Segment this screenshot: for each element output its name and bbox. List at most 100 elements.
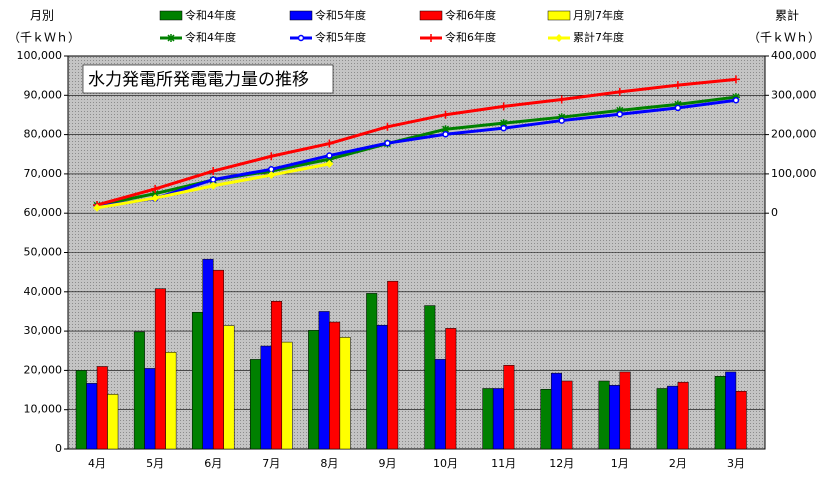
bar <box>212 269 224 450</box>
y-tick-label: 100,000 <box>17 49 63 62</box>
x-tick-label: 3月 <box>727 457 745 470</box>
point-marker <box>209 176 217 183</box>
bar <box>86 383 98 450</box>
bar <box>656 388 668 450</box>
legend-swatch <box>289 10 313 21</box>
legend-swatch <box>419 10 443 21</box>
marker-shape <box>732 96 740 104</box>
y2-tick-label: 300,000 <box>771 88 817 101</box>
x-tick-label: 12月 <box>549 457 574 470</box>
point-marker <box>325 155 334 164</box>
marker-shape <box>557 95 566 104</box>
y-tick-label: 0 <box>55 442 62 455</box>
x-tick-label: 1月 <box>611 457 629 470</box>
marker-shape <box>558 117 565 124</box>
legend-marker <box>297 34 305 42</box>
marker-shape <box>616 110 624 118</box>
x-tick-label: 6月 <box>204 457 222 470</box>
marker-shape <box>499 102 508 111</box>
y-tick-label: 70,000 <box>24 167 63 180</box>
legend-label: 令和6年度 <box>445 8 496 22</box>
y2-tick-label: 200,000 <box>771 128 817 141</box>
x-tick-label: 9月 <box>378 457 396 470</box>
marker-shape <box>151 184 160 193</box>
marker-shape <box>673 100 682 109</box>
marker-shape <box>731 75 740 84</box>
bar <box>503 365 515 450</box>
point-marker <box>616 110 624 118</box>
y2-tick-label: 400,000 <box>771 49 817 62</box>
y2-axis-unit: （千ｋＷｈ） <box>748 31 820 45</box>
legend-marker <box>167 34 175 42</box>
point-marker <box>383 122 392 131</box>
y-tick-label: 80,000 <box>24 128 63 141</box>
x-tick-label: 5月 <box>146 457 164 470</box>
y2-axis-label: 累計 <box>775 8 799 23</box>
y-tick-label: 40,000 <box>24 285 63 298</box>
bar <box>329 321 341 450</box>
bar <box>550 372 562 450</box>
legend-label: 月別7年度 <box>573 8 624 22</box>
marker-shape <box>209 167 218 176</box>
line <box>96 77 737 207</box>
y2-tick-label: 100,000 <box>771 167 817 180</box>
y-tick-label: 30,000 <box>24 324 63 337</box>
marker-shape <box>167 34 175 42</box>
legend-label: 累計7年度 <box>573 30 624 44</box>
marker-shape <box>267 152 276 161</box>
bar <box>445 328 457 450</box>
point-marker <box>151 189 160 198</box>
point-marker <box>557 95 566 104</box>
marker-shape <box>384 139 391 147</box>
bar <box>223 325 235 450</box>
y-tick-label: 10,000 <box>24 403 63 416</box>
chart-title: 水力発電所発電電力量の推移 <box>88 70 309 90</box>
point-marker <box>673 100 682 109</box>
bar <box>376 324 388 450</box>
bar <box>561 380 573 450</box>
marker-shape <box>267 171 276 180</box>
marker-shape <box>555 34 563 42</box>
bar <box>339 337 351 450</box>
marker-shape <box>325 159 334 168</box>
marker-shape <box>326 152 333 159</box>
legend-marker <box>427 34 435 42</box>
y-tick-label: 90,000 <box>24 88 63 101</box>
bar <box>387 280 399 450</box>
bar <box>75 370 87 450</box>
point-marker <box>615 87 624 96</box>
bar <box>366 293 378 450</box>
bar <box>619 371 631 450</box>
x-tick-label: 2月 <box>669 457 687 470</box>
legend-label: 令和4年度 <box>185 8 236 22</box>
bar <box>318 311 330 450</box>
y2-tick-label: 0 <box>771 206 778 219</box>
marker-shape <box>441 110 450 119</box>
line <box>96 98 737 209</box>
marker-shape <box>500 124 507 132</box>
marker-shape <box>297 34 305 42</box>
x-tick-label: 7月 <box>262 457 280 470</box>
bar <box>133 331 145 450</box>
point-marker <box>151 184 160 193</box>
legend-label: 令和5年度 <box>315 8 366 22</box>
legend-swatch <box>547 10 571 21</box>
marker-shape <box>499 119 508 128</box>
point-marker <box>384 139 391 147</box>
x-tick-label: 11月 <box>491 457 516 470</box>
bar <box>598 380 610 450</box>
marker-shape <box>209 176 217 183</box>
point-marker <box>615 106 624 115</box>
marker-shape <box>151 194 160 203</box>
marker-shape <box>325 155 334 164</box>
point-marker <box>732 96 740 104</box>
point-marker <box>441 125 450 134</box>
bar <box>260 345 272 450</box>
title-box <box>82 64 334 94</box>
point-marker <box>673 81 682 90</box>
marker-shape <box>442 130 449 138</box>
point-marker <box>325 159 334 168</box>
bar <box>714 376 726 450</box>
point-marker <box>209 181 218 190</box>
marker-shape <box>383 122 392 131</box>
